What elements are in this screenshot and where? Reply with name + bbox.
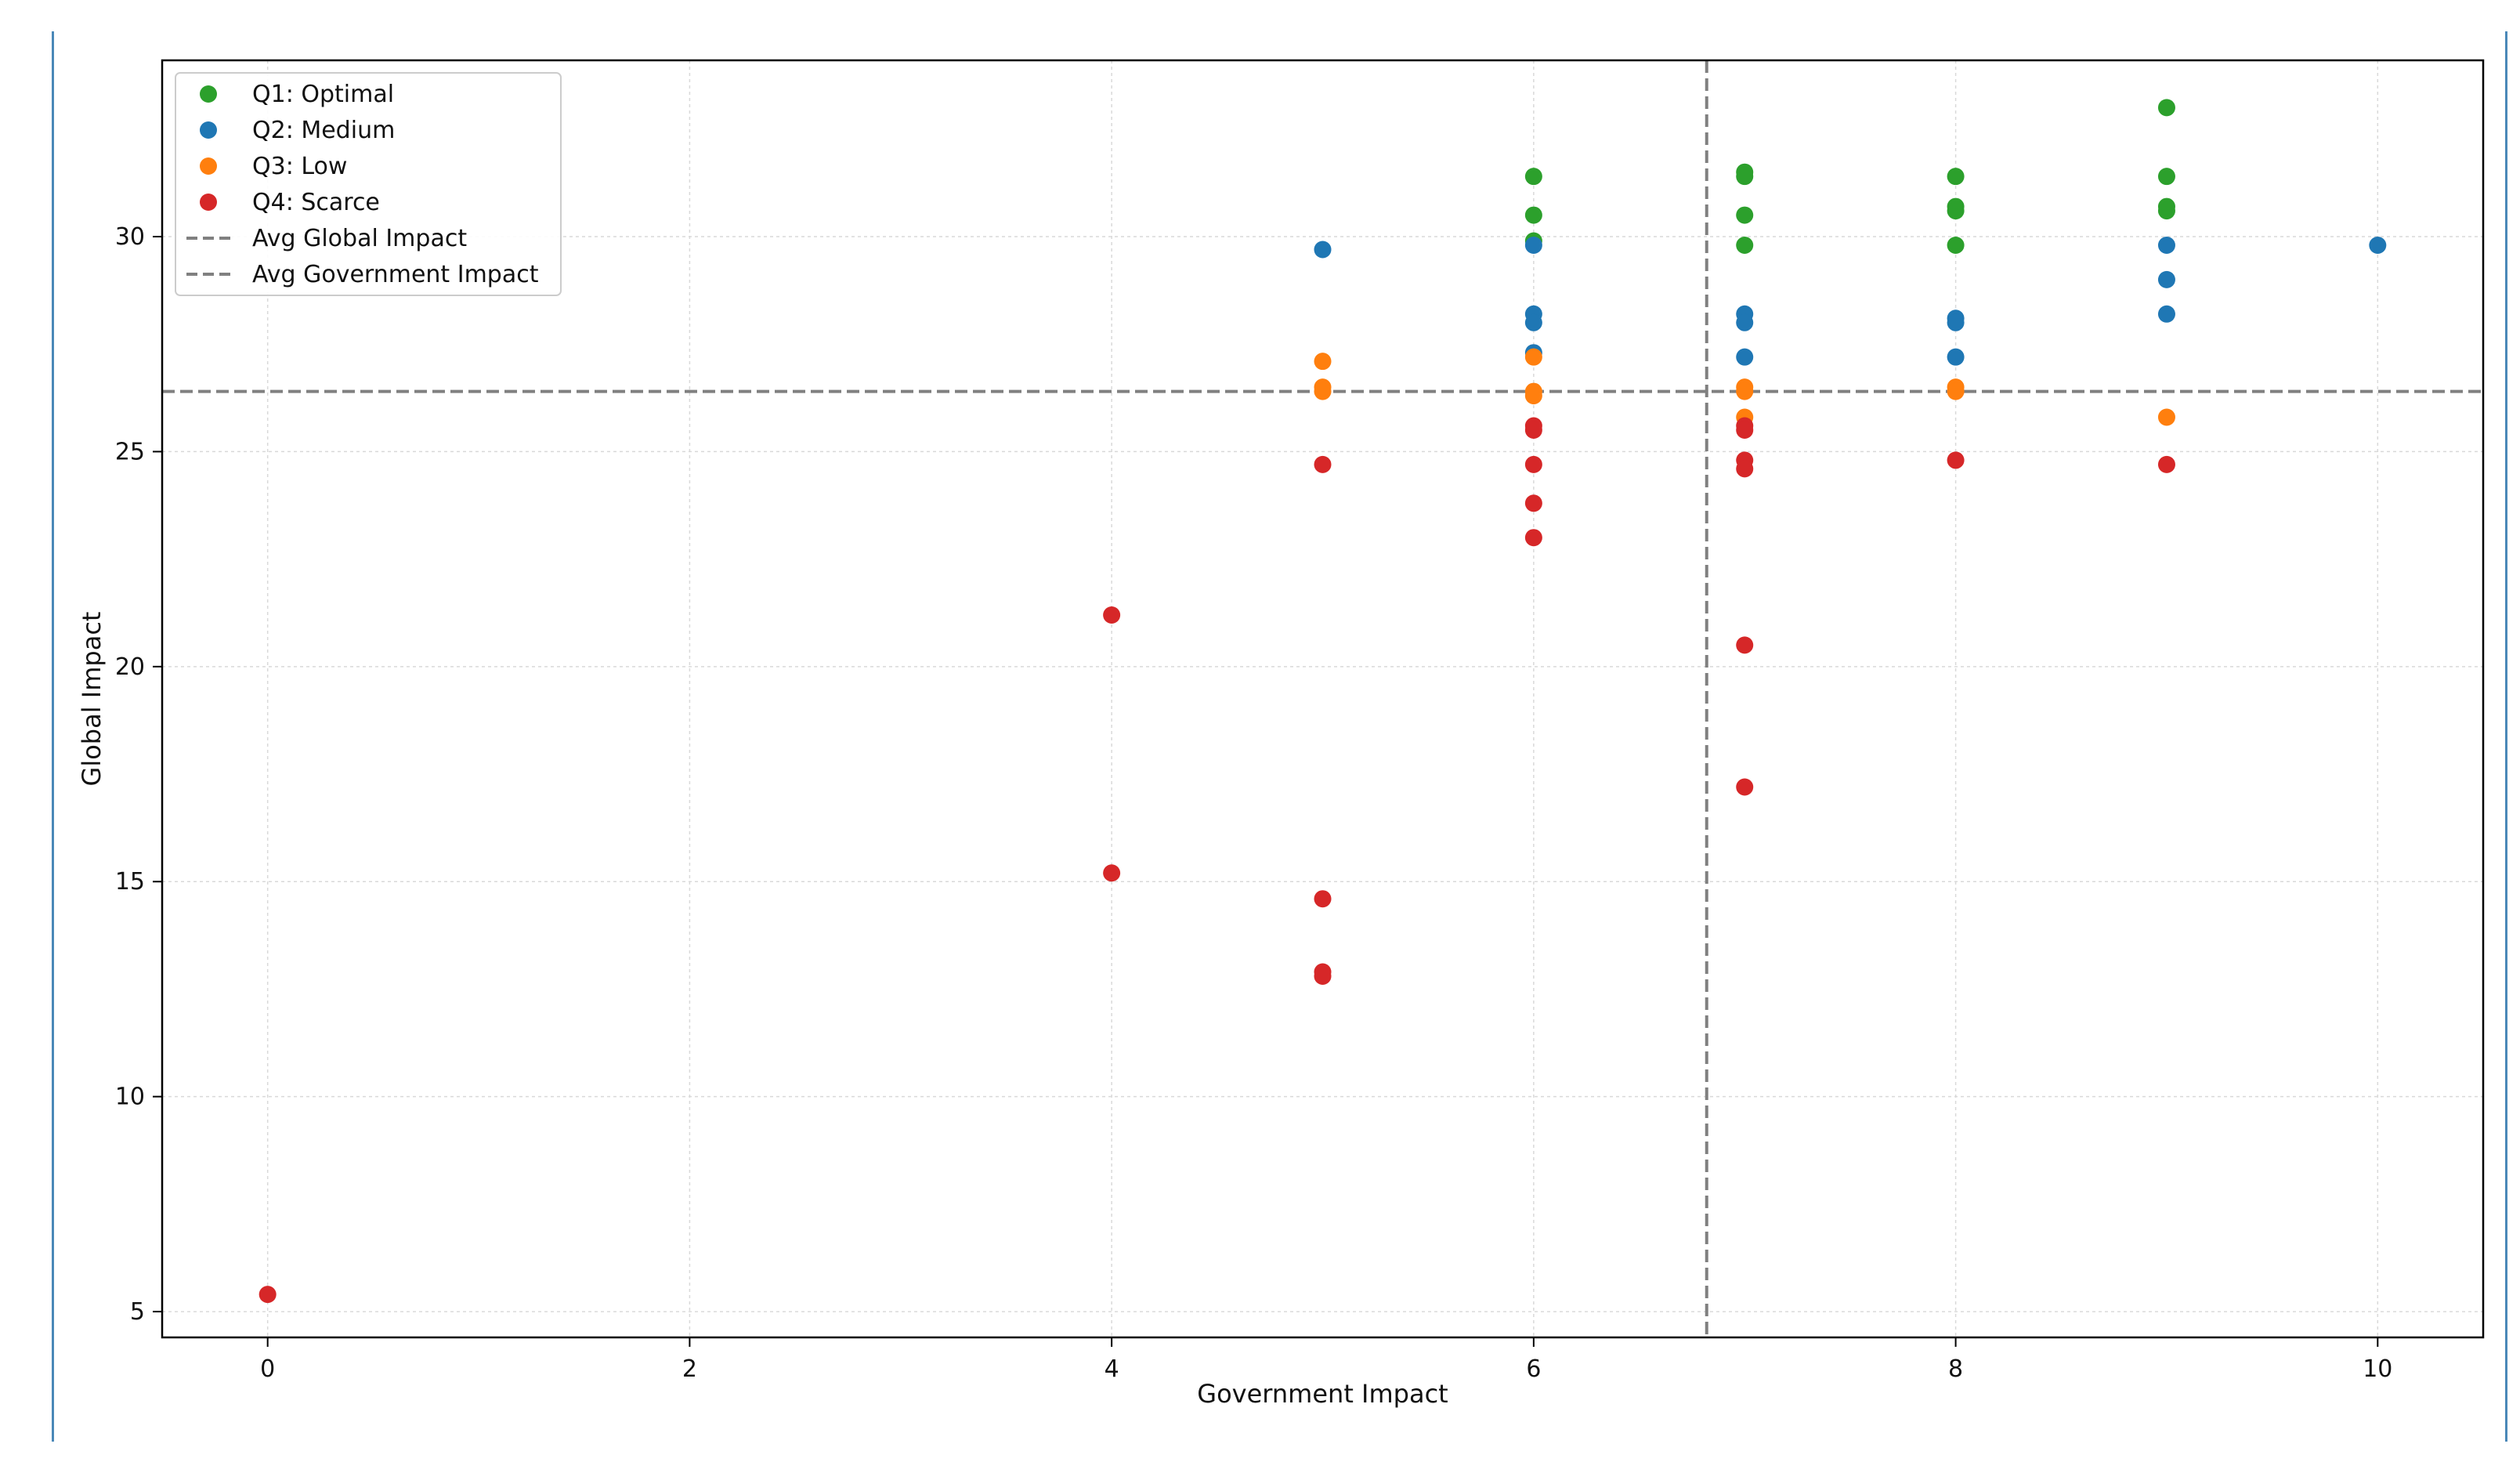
x-tick-label: 6 [1526,1355,1541,1383]
data-point [1947,382,1965,400]
data-point [2157,408,2175,426]
legend-marker [200,85,217,103]
y-axis-ticks: 5 10 15 20 25 30 [115,223,162,1326]
grid-lines [162,60,2483,1337]
plot-frame [161,59,2485,1339]
data-point [1524,313,1542,331]
data-point [1314,890,1332,908]
series-4 [259,417,2175,1304]
data-point [1736,313,1754,331]
y-tick-label: 10 [115,1084,145,1111]
left-edge-divider [52,31,54,1442]
legend: Q1: Optimal Q2: Medium Q3: Low Q4: Scarce Av… [175,72,562,296]
series-1 [1524,99,2175,254]
legend-marker [200,157,217,175]
legend-label: Q1: Optimal [252,81,394,108]
data-point [259,1286,277,1304]
data-point [1736,236,1754,254]
data-point [1736,636,1754,654]
y-tick-label: 30 [115,223,145,251]
y-tick-label: 25 [115,438,145,465]
legend-label: Q2: Medium [252,117,395,144]
data-point [1524,387,1542,405]
data-point [1314,353,1332,371]
x-axis-ticks: 0 2 4 6 8 10 [260,1337,2392,1383]
legend-label: Q4: Scarce [252,189,380,216]
data-point [2369,236,2387,254]
data-point [1524,421,1542,439]
data-point [1736,460,1754,478]
data-point [1314,967,1332,985]
legend-label: Avg Global Impact [252,225,467,252]
data-point [1314,382,1332,400]
data-point [2157,99,2175,117]
x-tick-label: 2 [682,1355,697,1383]
data-point [2157,202,2175,220]
data-point [1947,236,1965,254]
data-point [2157,455,2175,473]
legend-label: Avg Government Impact [252,261,539,288]
data-point [1736,168,1754,186]
data-point [1524,206,1542,224]
x-tick-label: 10 [2363,1355,2392,1383]
data-point [1524,348,1542,366]
data-point [1736,421,1754,439]
data-point [1524,168,1542,186]
data-point [2157,305,2175,323]
data-point [1947,202,1965,220]
data-point [1314,455,1332,473]
right-edge-divider [2505,31,2507,1442]
y-axis-label: Global Impact [77,612,107,787]
data-point [1314,241,1332,259]
data-point [1103,606,1121,624]
x-axis-label: Government Impact [1197,1379,1448,1409]
data-point [1947,313,1965,331]
data-point [1524,494,1542,512]
series-2 [1314,236,2387,366]
data-point [2157,168,2175,186]
data-point [1736,382,1754,400]
series-3 [1314,348,2175,426]
legend-marker [200,194,217,211]
data-points [259,99,2387,1304]
legend-box [175,72,562,296]
y-tick-label: 20 [115,653,145,681]
y-tick-label: 5 [130,1298,145,1326]
data-point [1947,168,1965,186]
data-point [1947,348,1965,366]
data-point [1524,236,1542,254]
x-tick-label: 4 [1105,1355,1119,1383]
data-point [1524,455,1542,473]
data-point [1736,348,1754,366]
legend-label: Q3: Low [252,153,347,180]
data-point [2157,270,2175,288]
data-point [1524,529,1542,547]
data-point [1736,778,1754,796]
data-point [2157,236,2175,254]
data-point [1947,451,1965,469]
x-tick-label: 0 [260,1355,275,1383]
legend-marker [200,121,217,139]
x-tick-label: 8 [1948,1355,1963,1383]
data-point [1103,864,1121,882]
data-point [1736,206,1754,224]
y-tick-label: 15 [115,868,145,896]
